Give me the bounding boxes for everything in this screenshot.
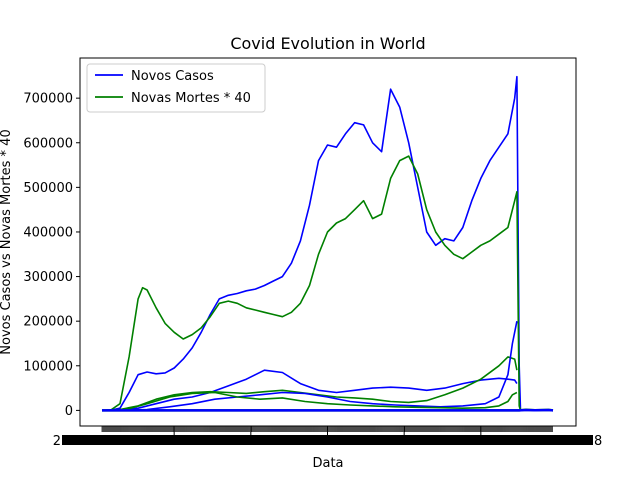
y-tick-label: 600000 [23, 136, 73, 151]
x-tick-labels-overlap [62, 435, 593, 445]
series-line-novos-casos-0 [101, 75, 522, 412]
series-line-novos-casos-4 [101, 321, 518, 412]
series-line-novas-mortes-40-3 [101, 356, 518, 412]
y-tick-label: 500000 [23, 181, 73, 196]
y-tick-label: 400000 [23, 225, 73, 240]
y-tick-label: 100000 [23, 359, 73, 374]
y-tick-label: 700000 [23, 92, 73, 107]
legend: Novos Casos Novas Mortes * 40 [86, 63, 266, 113]
series-line-novas-mortes-40-1 [101, 155, 522, 412]
x-tick-label-last: 8 [594, 434, 602, 449]
x-tick-label-first: 2 [53, 434, 61, 449]
chart-title: Covid Evolution in World [230, 34, 425, 53]
legend-frame [86, 63, 266, 113]
x-tick-marks [101, 426, 553, 436]
series-layer [101, 75, 554, 412]
y-axis: 0 100000 200000 300000 400000 500000 600000 700… [23, 92, 80, 419]
y-tick-label: 200000 [23, 315, 73, 330]
legend-label-novos-casos: Novos Casos [131, 69, 214, 84]
y-axis-label: Novos Casos vs Novas Mortes * 40 [0, 129, 14, 354]
y-tick-label: 300000 [23, 270, 73, 285]
y-tick-label: 0 [65, 404, 73, 419]
series-line-novas-mortes-40-5 [101, 391, 518, 412]
legend-label-novas-mortes: Novas Mortes * 40 [131, 91, 251, 106]
x-axis-label: Data [312, 456, 343, 471]
plot-area [79, 57, 577, 427]
